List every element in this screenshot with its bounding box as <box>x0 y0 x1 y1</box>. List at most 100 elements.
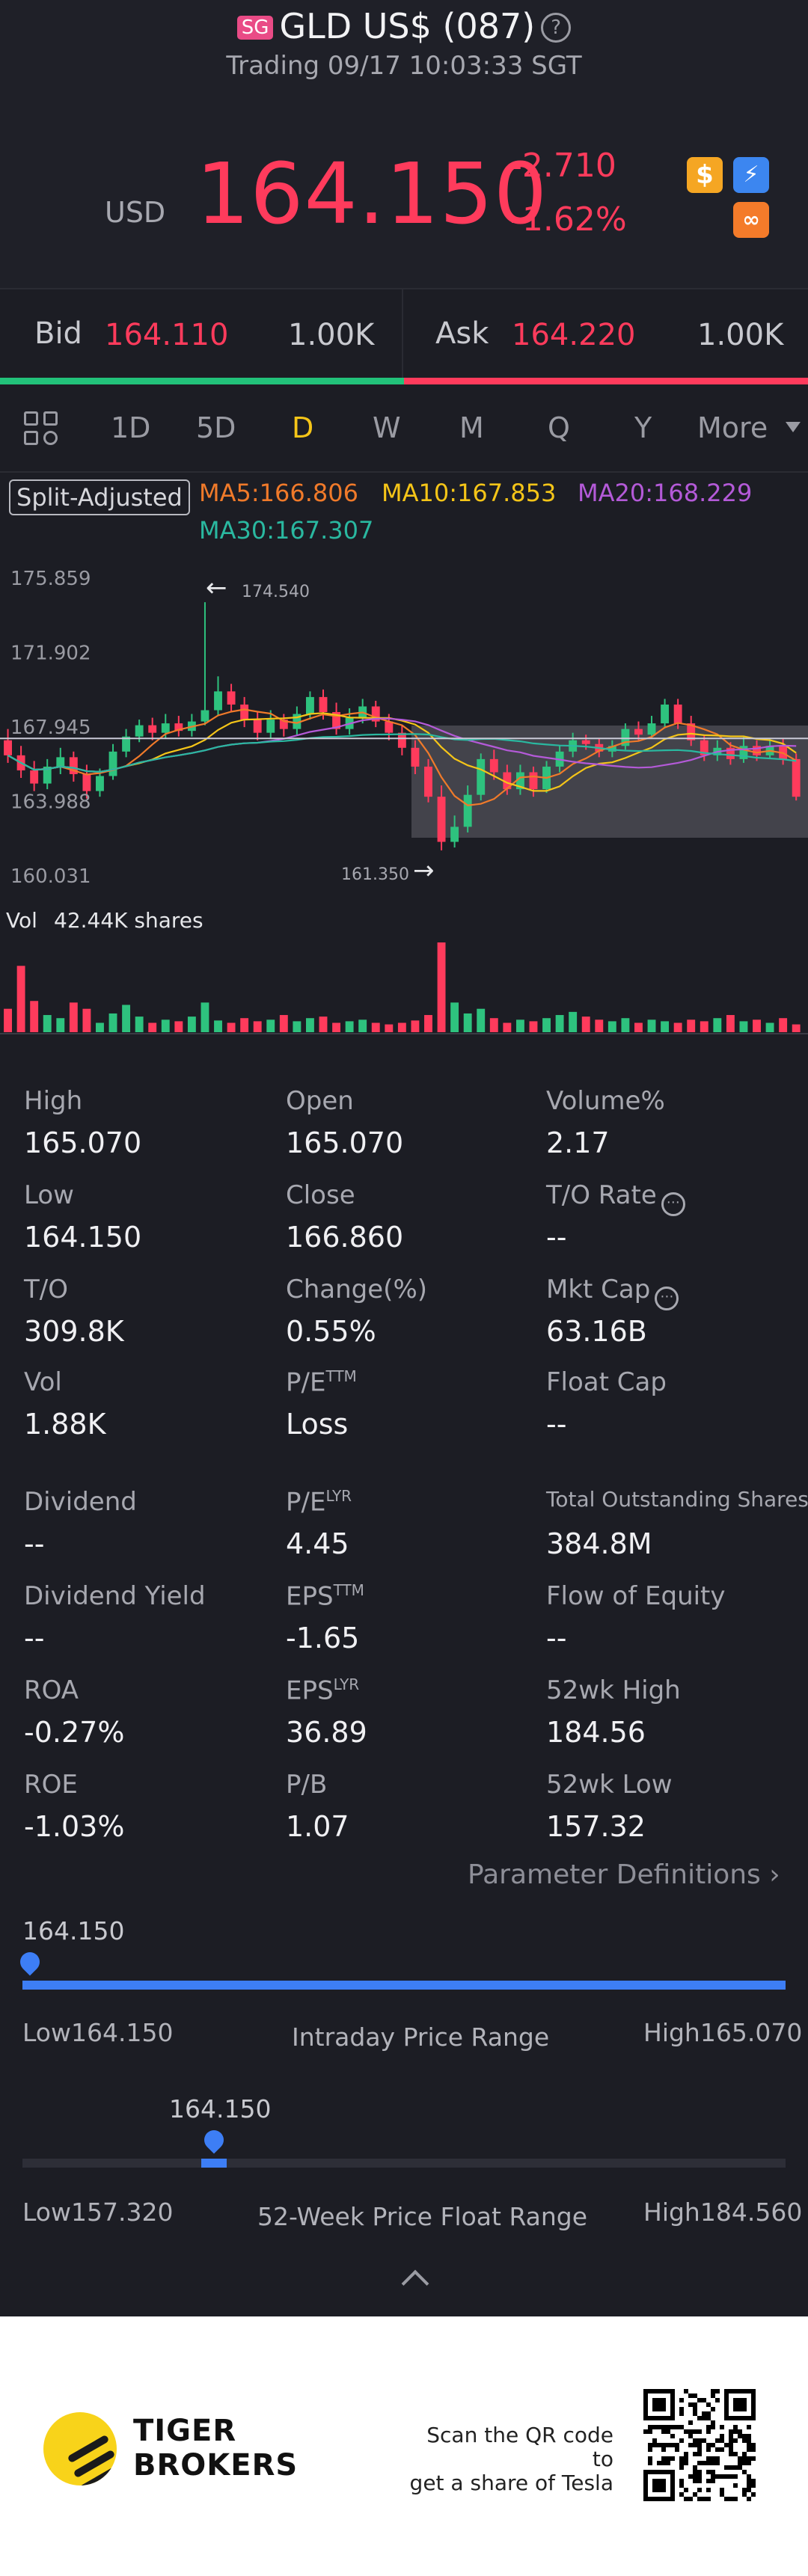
candle-body <box>529 772 538 790</box>
tab-1d[interactable]: 1D <box>111 411 151 444</box>
tab-more[interactable]: More <box>697 411 768 444</box>
stat-label-text: P/E <box>286 1487 326 1518</box>
intraday-range-title: Intraday Price Range <box>292 2023 550 2052</box>
market-badge: SG <box>236 16 274 40</box>
tab-q[interactable]: Q <box>548 411 570 444</box>
volume-bar <box>607 1021 616 1032</box>
help-icon[interactable]: ? <box>541 13 572 43</box>
candle-body <box>174 723 183 732</box>
volume-bar <box>503 1022 512 1032</box>
volume-bar <box>621 1018 630 1032</box>
volume-bar <box>489 1018 498 1032</box>
week52-current-label: 164.150 <box>169 2094 272 2123</box>
layout-grid-icon[interactable] <box>24 411 60 447</box>
ask-price: 164.220 <box>512 318 636 352</box>
bid-label: Bid <box>34 316 82 351</box>
split-adjusted-toggle[interactable]: Split-Adjusted <box>9 479 190 515</box>
week52-range-track <box>22 2159 786 2168</box>
min-arrow-icon: → <box>413 856 435 886</box>
stat-value-mkt-cap: 63.16B <box>546 1315 647 1348</box>
x-tick-label: 2021/8 <box>322 1039 390 1040</box>
stat-label-superscript: TTM <box>325 1367 357 1385</box>
stat-label-52wk-high: 52wk High <box>546 1675 681 1705</box>
stat-label-total-outstanding-shares: Total Outstanding Shares <box>546 1487 808 1512</box>
candle-body <box>108 751 117 776</box>
scan-text: Scan the QR code to get a share of Tesla <box>404 2423 613 2495</box>
volume-bar <box>279 1015 288 1032</box>
tab-w[interactable]: W <box>373 411 401 444</box>
min-annotation: 161.350 → <box>341 856 435 886</box>
candle-body <box>397 732 406 748</box>
volume-bar <box>358 1019 367 1032</box>
last-price: 164.150 <box>196 146 548 243</box>
candle-body <box>753 746 761 755</box>
period-tabs: 1D 5D D W M Q Y More <box>0 384 808 473</box>
brand-name: TIGER BROKERS <box>133 2414 298 2483</box>
stat-label-text: Total Outstanding Shares <box>546 1487 808 1512</box>
stat-label-52wk-low: 52wk Low <box>546 1770 673 1800</box>
tab-5d[interactable]: 5D <box>196 411 236 444</box>
more-info-icon[interactable]: ⋯ <box>661 1192 685 1216</box>
volume-bar <box>555 1015 564 1032</box>
x-tick-label: 2021/7 <box>34 1039 102 1040</box>
stock-title: GLD US$ (087) <box>279 6 536 46</box>
stat-label-high: High <box>24 1086 82 1116</box>
x-tick-label: 2021/9 <box>605 1039 673 1040</box>
volume-bar <box>477 1008 486 1032</box>
volume-bar <box>529 1021 538 1032</box>
stat-label-text: ROE <box>24 1770 78 1800</box>
volume-bar <box>4 1008 12 1032</box>
candle-body <box>607 746 616 752</box>
stat-label-close: Close <box>286 1180 355 1210</box>
stat-label-text: ROA <box>24 1675 79 1705</box>
y-tick-label: 171.902 <box>10 643 91 665</box>
stat-label-text: P/E <box>286 1367 326 1398</box>
tab-y[interactable]: Y <box>634 411 652 444</box>
volume-bar <box>792 1024 801 1032</box>
stat-value-float-cap: -- <box>546 1408 567 1441</box>
tab-d[interactable]: D <box>292 411 314 444</box>
price-change: -2.710 <box>510 147 616 185</box>
linked-icon[interactable]: ∞ <box>733 202 769 238</box>
volume-value: 42.44K shares <box>54 908 203 933</box>
x-axis-ticks: 2021/7 2021/8 2021/9 <box>0 1033 808 1040</box>
stat-value-dividend-yield: -- <box>24 1622 45 1655</box>
candle-body <box>792 758 801 797</box>
candle-body <box>293 714 302 729</box>
volume-bar <box>411 1020 420 1032</box>
stat-label-eps-lyr: EPSLYR <box>286 1675 359 1705</box>
flash-icon[interactable]: ⚡ <box>733 157 769 193</box>
candle-body <box>305 696 314 714</box>
week52-range-fill <box>201 2159 227 2168</box>
parameter-definitions-link[interactable]: Parameter Definitions › <box>468 1859 780 1890</box>
candle-body <box>135 725 144 737</box>
stat-label-superscript: TTM <box>333 1581 364 1599</box>
candle-body <box>122 736 131 752</box>
stat-label-text: EPS <box>286 1581 334 1612</box>
volume-bar <box>82 1008 91 1032</box>
dollar-icon[interactable]: $ <box>687 157 723 193</box>
collapse-chevron-icon[interactable] <box>401 2269 429 2298</box>
stat-label-text: Close <box>286 1180 355 1210</box>
volume-bar <box>122 1005 131 1032</box>
chevron-down-icon[interactable] <box>786 422 801 432</box>
tab-m[interactable]: M <box>459 411 484 444</box>
stat-label-text: Change(%) <box>286 1275 428 1304</box>
volume-bar <box>240 1018 249 1032</box>
more-info-icon[interactable]: ⋯ <box>655 1287 679 1310</box>
volume-bars <box>4 942 801 1032</box>
candlestick-chart[interactable]: 175.859 171.902 167.945 163.988 160.031 ← 17… <box>0 553 808 1040</box>
volume-bar <box>227 1022 236 1032</box>
week52-range-title: 52-Week Price Float Range <box>257 2202 588 2231</box>
volume-bar <box>266 1019 275 1032</box>
candle-body <box>726 747 735 759</box>
volume-bar <box>293 1021 302 1032</box>
bid-size: 1.00K <box>288 318 375 352</box>
candle-body <box>385 721 394 733</box>
candle-body <box>253 720 262 733</box>
intraday-low-label: Low164.150 <box>22 2018 174 2047</box>
candle-body <box>687 723 696 740</box>
ma5-line <box>7 708 797 806</box>
volume-bar <box>450 1002 459 1032</box>
ask-volume-bar <box>404 378 808 384</box>
